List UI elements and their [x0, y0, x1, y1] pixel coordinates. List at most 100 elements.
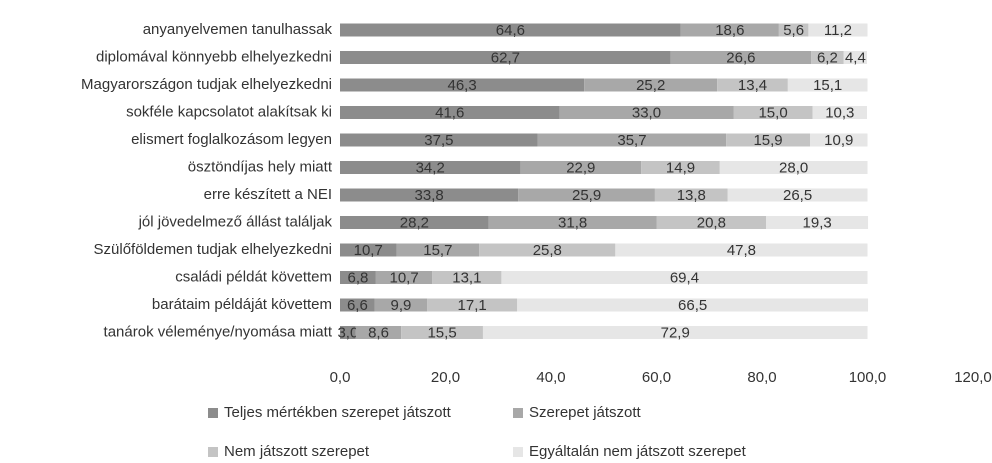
- data-label: 34,2: [416, 159, 445, 176]
- category-label: anyanyelvemen tanulhassak: [143, 21, 333, 38]
- legend-label: Teljes mértékben szerepet játszott: [224, 404, 452, 421]
- data-label: 28,0: [779, 159, 808, 176]
- bar-segment: [340, 188, 519, 202]
- category-label: diplomával könnyebb elhelyezkedni: [96, 48, 332, 65]
- bar-segment: [340, 133, 538, 147]
- data-label: 15,0: [758, 104, 787, 121]
- bar-segment: [719, 161, 868, 174]
- legend-swatch: [513, 408, 523, 418]
- bar-segment: [340, 23, 681, 37]
- bar-segment: [482, 326, 868, 339]
- data-label: 4,4: [845, 49, 866, 66]
- data-label: 69,4: [670, 269, 699, 286]
- bar-segment: [355, 326, 402, 339]
- x-tick-label: 100,0: [849, 369, 887, 386]
- data-label: 33,8: [415, 187, 444, 204]
- bar-segment: [811, 51, 844, 64]
- legend-label: Szerepet játszott: [529, 404, 642, 421]
- bar-segment: [340, 161, 521, 174]
- data-label: 18,6: [715, 22, 744, 39]
- data-label: 10,9: [824, 132, 853, 149]
- x-tick-label: 60,0: [642, 369, 671, 386]
- data-label: 13,4: [738, 77, 767, 94]
- data-label: 64,6: [496, 22, 525, 39]
- bar-segment: [374, 298, 428, 312]
- bar-segment: [517, 298, 869, 312]
- category-label: ösztöndíjas hely miatt: [188, 158, 333, 175]
- data-label: 5,6: [783, 22, 804, 39]
- data-label: 3,0: [337, 324, 358, 341]
- data-label: 6,8: [348, 269, 369, 286]
- category-label: Magyarországon tudjak elhelyezkedni: [81, 76, 332, 93]
- bar-segment: [340, 78, 585, 92]
- data-label: 25,2: [636, 77, 665, 94]
- bar-segment: [479, 243, 616, 257]
- x-tick-label: 0,0: [330, 369, 351, 386]
- bar-segment: [843, 51, 867, 64]
- data-label: 10,7: [354, 242, 383, 259]
- bar-segment: [641, 161, 720, 174]
- category-label: erre készített a NEI: [204, 186, 332, 203]
- data-label: 14,9: [666, 159, 695, 176]
- data-label: 28,2: [400, 214, 429, 231]
- category-label: tanárok véleménye/nyomása miatt: [104, 323, 333, 340]
- bar-segment: [778, 23, 809, 37]
- bar-segment: [559, 106, 734, 119]
- data-label: 13,8: [677, 187, 706, 204]
- x-tick-label: 40,0: [536, 369, 565, 386]
- data-label: 72,9: [661, 324, 690, 341]
- legend-label: Egyáltalán nem játszott szerepet: [529, 443, 747, 460]
- bar-segment: [401, 326, 483, 339]
- bar-segment: [340, 326, 356, 339]
- bar-segment: [670, 51, 812, 64]
- data-label: 19,3: [803, 214, 832, 231]
- data-label: 9,9: [390, 297, 411, 314]
- data-label: 15,7: [423, 242, 452, 259]
- data-label: 10,3: [825, 104, 854, 121]
- x-tick-label: 80,0: [747, 369, 776, 386]
- data-label: 10,7: [389, 269, 418, 286]
- category-label: családi példát követtem: [175, 268, 332, 285]
- bar-segment: [501, 271, 868, 284]
- bar-segment: [340, 243, 397, 257]
- bar-segment: [340, 271, 376, 284]
- data-label: 8,6: [368, 324, 389, 341]
- data-label: 66,5: [678, 297, 707, 314]
- bar-segment: [340, 216, 489, 229]
- bar-segment: [518, 188, 655, 202]
- bar-segment: [810, 133, 868, 147]
- bar-segment: [340, 106, 560, 119]
- data-label: 6,2: [817, 49, 838, 66]
- bar-segment: [787, 78, 868, 92]
- x-tick-label: 20,0: [431, 369, 460, 386]
- bar-segment: [432, 271, 502, 284]
- category-label: Szülőföldemen tudjak elhelyezkedni: [94, 241, 332, 258]
- category-label: barátaim példáját követtem: [152, 296, 332, 313]
- data-label: 15,1: [813, 77, 842, 94]
- bar-segment: [726, 133, 811, 147]
- bar-segment: [654, 188, 728, 202]
- x-tick-label: 120,0: [954, 369, 992, 386]
- data-label: 25,8: [533, 242, 562, 259]
- data-label: 20,8: [697, 214, 726, 231]
- category-label: sokféle kapcsolatot alakítsak ki: [126, 103, 332, 120]
- bar-segment: [808, 23, 868, 37]
- data-label: 15,5: [427, 324, 456, 341]
- data-label: 35,7: [617, 132, 646, 149]
- data-label: 11,2: [824, 22, 852, 39]
- bar-segment: [615, 243, 868, 257]
- bar-segment: [537, 133, 727, 147]
- data-label: 46,3: [448, 77, 477, 94]
- bar-segment: [733, 106, 813, 119]
- bar-segment: [766, 216, 869, 229]
- bar-segment: [727, 188, 868, 202]
- data-label: 33,0: [632, 104, 661, 121]
- data-label: 31,8: [558, 214, 587, 231]
- bar-segment: [584, 78, 718, 92]
- category-label: elismert foglalkozásom legyen: [131, 131, 332, 148]
- legend-label: Nem játszott szerepet: [224, 443, 370, 460]
- data-label: 41,6: [435, 104, 464, 121]
- bar-segment: [656, 216, 767, 229]
- data-label: 25,9: [572, 187, 601, 204]
